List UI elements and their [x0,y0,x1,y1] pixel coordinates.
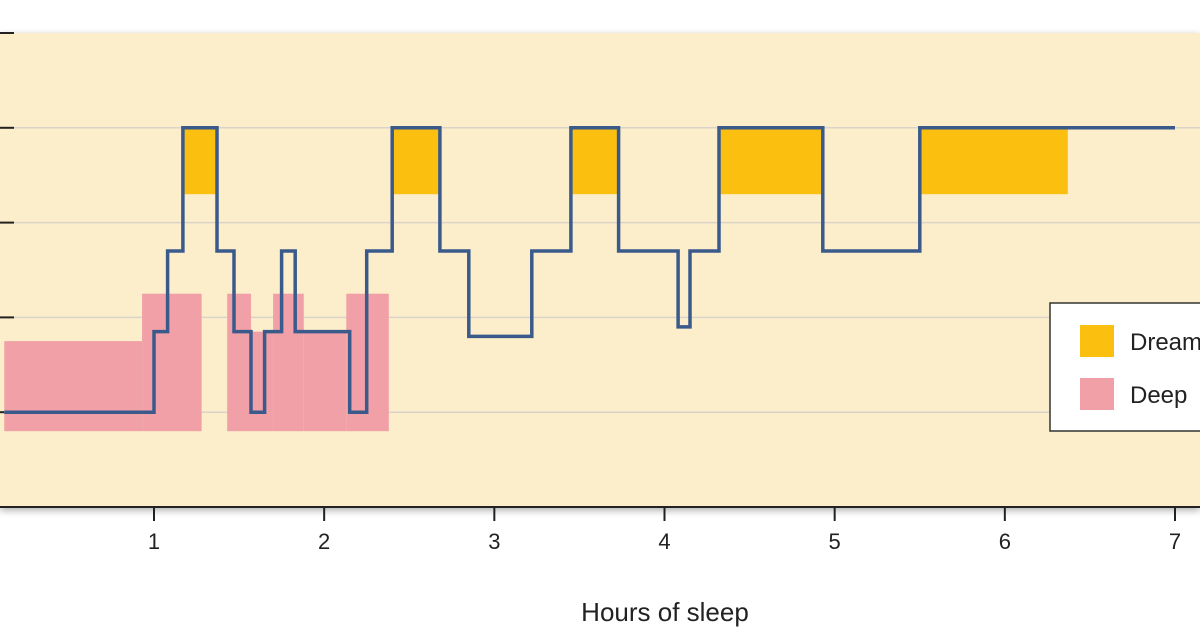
dream-region [182,127,217,195]
x-tick-label: 4 [658,529,670,554]
legend: Dream Deep [1049,302,1200,432]
dream-region [919,127,1068,195]
sleep-stage-line-layer [4,126,1175,414]
plot-area [0,33,1200,507]
dream-region [392,127,440,195]
deep-sleep-regions [4,293,389,432]
x-tick-label: 2 [318,529,330,554]
x-tick-label: 7 [1169,529,1181,554]
legend-label-dream: Dream [1130,329,1200,356]
legend-swatch-deep [1080,378,1114,410]
x-tick-label: 1 [148,529,160,554]
deep-region [4,341,143,432]
deep-region [303,331,347,432]
legend-box [1049,302,1200,432]
x-tick-label: 3 [488,529,500,554]
x-ticks: 1 2 3 4 5 6 7 [148,507,1181,554]
dream-sleep-regions [182,127,1068,195]
deep-region [227,293,251,432]
deep-region [142,293,202,432]
x-tick-label: 6 [999,529,1011,554]
deep-region [250,331,274,432]
deep-region [273,293,304,432]
x-tick-label: 5 [829,529,841,554]
x-axis-title: Hours of sleep [581,597,749,627]
legend-label-deep: Deep [1130,382,1187,409]
sleep-stage-line [4,126,1175,414]
dream-region [570,127,619,195]
dream-region [718,127,823,195]
legend-swatch-dream [1080,325,1114,357]
